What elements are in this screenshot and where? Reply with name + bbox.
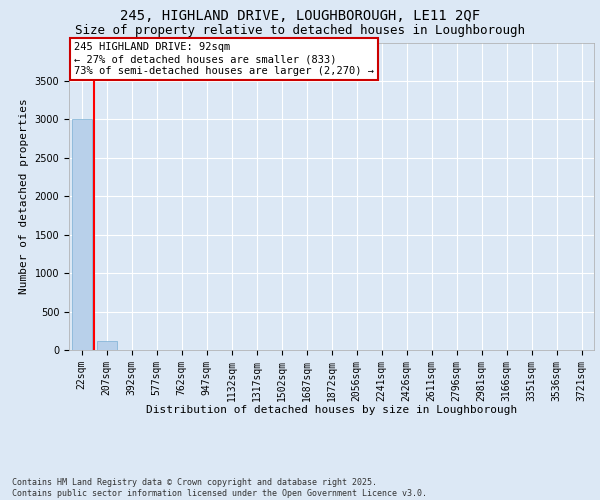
Text: 245 HIGHLAND DRIVE: 92sqm
← 27% of detached houses are smaller (833)
73% of semi: 245 HIGHLAND DRIVE: 92sqm ← 27% of detac… (74, 42, 374, 76)
Y-axis label: Number of detached properties: Number of detached properties (19, 98, 29, 294)
Bar (97, 341, 116, 350)
Text: Contains HM Land Registry data © Crown copyright and database right 2025.
Contai: Contains HM Land Registry data © Crown c… (12, 478, 427, 498)
Text: Size of property relative to detached houses in Loughborough: Size of property relative to detached ho… (75, 24, 525, 37)
Text: 245, HIGHLAND DRIVE, LOUGHBOROUGH, LE11 2QF: 245, HIGHLAND DRIVE, LOUGHBOROUGH, LE11 … (120, 9, 480, 23)
X-axis label: Distribution of detached houses by size in Loughborough: Distribution of detached houses by size … (146, 405, 517, 415)
Bar (71, 120, 91, 350)
